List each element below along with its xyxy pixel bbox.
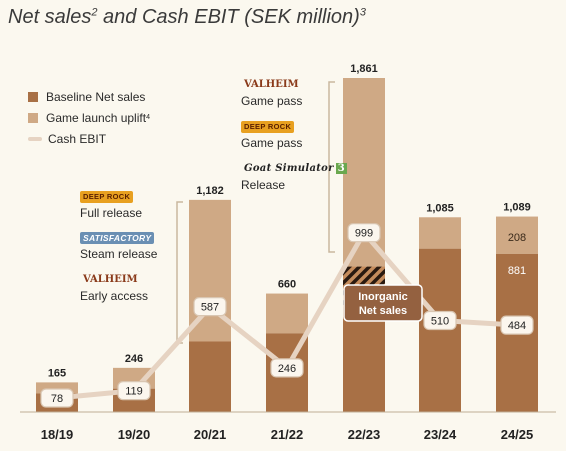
total-label: 1,089 [503,202,531,214]
baseline-bar [189,341,231,412]
cash-ebit-label: 246 [278,363,296,375]
cash-ebit-point [117,381,151,401]
game-releases-2021: DEEP ROCK Full release SATISFACTORY Stea… [80,188,157,313]
total-label: 1,085 [426,202,454,214]
release-brace-2223 [328,81,335,253]
category-label: 21/22 [271,427,304,442]
cash-ebit-label: 510 [431,315,449,327]
category-label: 20/21 [194,427,227,442]
total-label: 1,182 [196,185,224,197]
deep-rock-game-pass-label: Game pass [241,136,303,150]
valheim-game-pass-label: Game pass [241,94,303,108]
uplift-bar [419,217,461,249]
cash-ebit-label: 484 [508,320,526,332]
goat-simulator-release-label: Release [241,178,286,192]
cash-ebit-label: 119 [125,386,143,398]
deep-rock-logo: DEEP ROCK [241,121,295,133]
satisfactory-logo: SATISFACTORY [80,232,155,244]
valheim-early-access-label: Early access [80,289,149,303]
valheim-logo: VALHEIM [83,274,138,285]
uplift-bar [496,216,538,254]
category-label: 18/19 [41,427,74,442]
total-label: 246 [125,353,143,365]
valheim-logo: VALHEIM [244,79,299,90]
total-label: 660 [278,279,296,291]
legend-item-baseline: Baseline Net sales [28,86,150,107]
total-label: 1,861 [350,63,378,75]
baseline-bar [343,306,385,412]
category-label: 19/20 [118,427,151,442]
deep-rock-logo: DEEP ROCK [80,191,134,203]
baseline-bar [419,248,461,412]
chart-title: Net sales2 and Cash EBIT (SEK million)3 [8,6,366,28]
category-label: 22/23 [348,427,381,442]
cash-ebit-point [193,297,227,317]
uplift-bar [36,382,78,394]
cash-ebit-point [500,315,534,335]
ebit-line-swatch [28,136,42,141]
goat-simulator-logo: Goat Simulator 3 [244,163,347,174]
cash-ebit-point [423,310,457,331]
uplift-swatch [28,112,38,123]
inorganic-callout [343,284,423,322]
cash-ebit-label: 587 [201,302,219,314]
legend-item-ebit: Cash EBIT [28,128,150,149]
inorganic-callout-line1: Inorganic [358,291,408,303]
uplift-bar [266,293,308,334]
baseline-swatch [28,91,38,102]
satisfactory-steam-release-label: Steam release [80,247,158,261]
total-label: 165 [48,367,66,379]
cash-ebit-point [40,388,74,408]
release-brace-2021 [176,201,183,344]
baseline-value-label: 881 [508,265,526,277]
category-label: 24/25 [501,427,534,442]
cash-ebit-point [270,358,304,378]
game-releases-2223: VALHEIM Game pass DEEP ROCK Game pass Go… [241,76,350,202]
cash-ebit-label: 78 [51,393,63,405]
inorganic-callout-line2: Net sales [359,305,407,317]
deep-rock-full-release-label: Full release [80,206,143,220]
legend-item-uplift: Game launch uplift 4 [28,107,150,128]
chart-legend: Baseline Net sales Game launch uplift 4 C… [28,86,150,149]
cash-ebit-label: 999 [355,228,373,240]
uplift-value-label: 208 [508,232,526,244]
category-label: 23/24 [424,427,457,442]
cash-ebit-point [347,223,381,243]
